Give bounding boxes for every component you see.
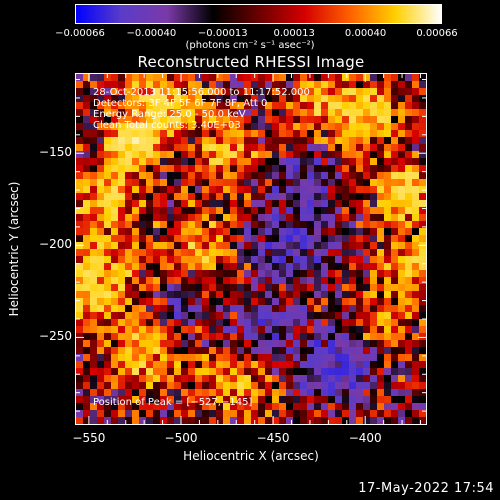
heatmap-image: [76, 74, 426, 424]
chart-title: Reconstructed RHESSI Image: [137, 53, 365, 71]
colorbar-tick-label: −0.00040: [126, 28, 177, 39]
y-axis-label: Heliocentric Y (arcsec): [7, 181, 21, 317]
colorbar-units: (photons cm⁻² s⁻¹ asec⁻²): [185, 40, 315, 51]
y-tick-label: −250: [39, 329, 72, 344]
peak-position-label: Position of Peak = [−527,−145]: [93, 397, 253, 408]
footer-date: 17-May-2022 17:54: [358, 481, 494, 496]
annotation-energy-range: Energy Range: 25.0 - 50.0 keV: [93, 109, 246, 120]
colorbar-tick-label: −0.00066: [55, 28, 105, 39]
y-tick-label: −200: [39, 237, 72, 252]
colorbar: [75, 4, 442, 24]
x-tick-label: −400: [348, 431, 382, 445]
colorbar-tick-label: 0.00040: [344, 28, 387, 39]
colorbar-tick-label: 0.00013: [273, 28, 315, 39]
annotation-detectors: Detectors: 3F 4F 5F 6F 7F 8F, Att 0: [93, 98, 268, 109]
annotation-time-range: 28-Oct-2013 11:15:56.000 to 11:17:52.000: [93, 87, 310, 98]
annotation-total-counts: Clean Total counts: 3.40E+03: [93, 120, 241, 131]
plot-area: [75, 73, 427, 425]
plot-ticks: [76, 74, 426, 424]
x-tick-label: −500: [164, 431, 198, 445]
x-axis-label: Heliocentric X (arcsec): [183, 449, 319, 463]
colorbar-tick-label: −0.00013: [197, 28, 248, 39]
y-tick-label: −150: [39, 145, 72, 160]
x-tick-label: −450: [256, 431, 290, 445]
colorbar-gradient: [75, 4, 442, 24]
colorbar-tick-label: 0.00066: [416, 28, 458, 39]
x-tick-label: −550: [72, 431, 106, 445]
